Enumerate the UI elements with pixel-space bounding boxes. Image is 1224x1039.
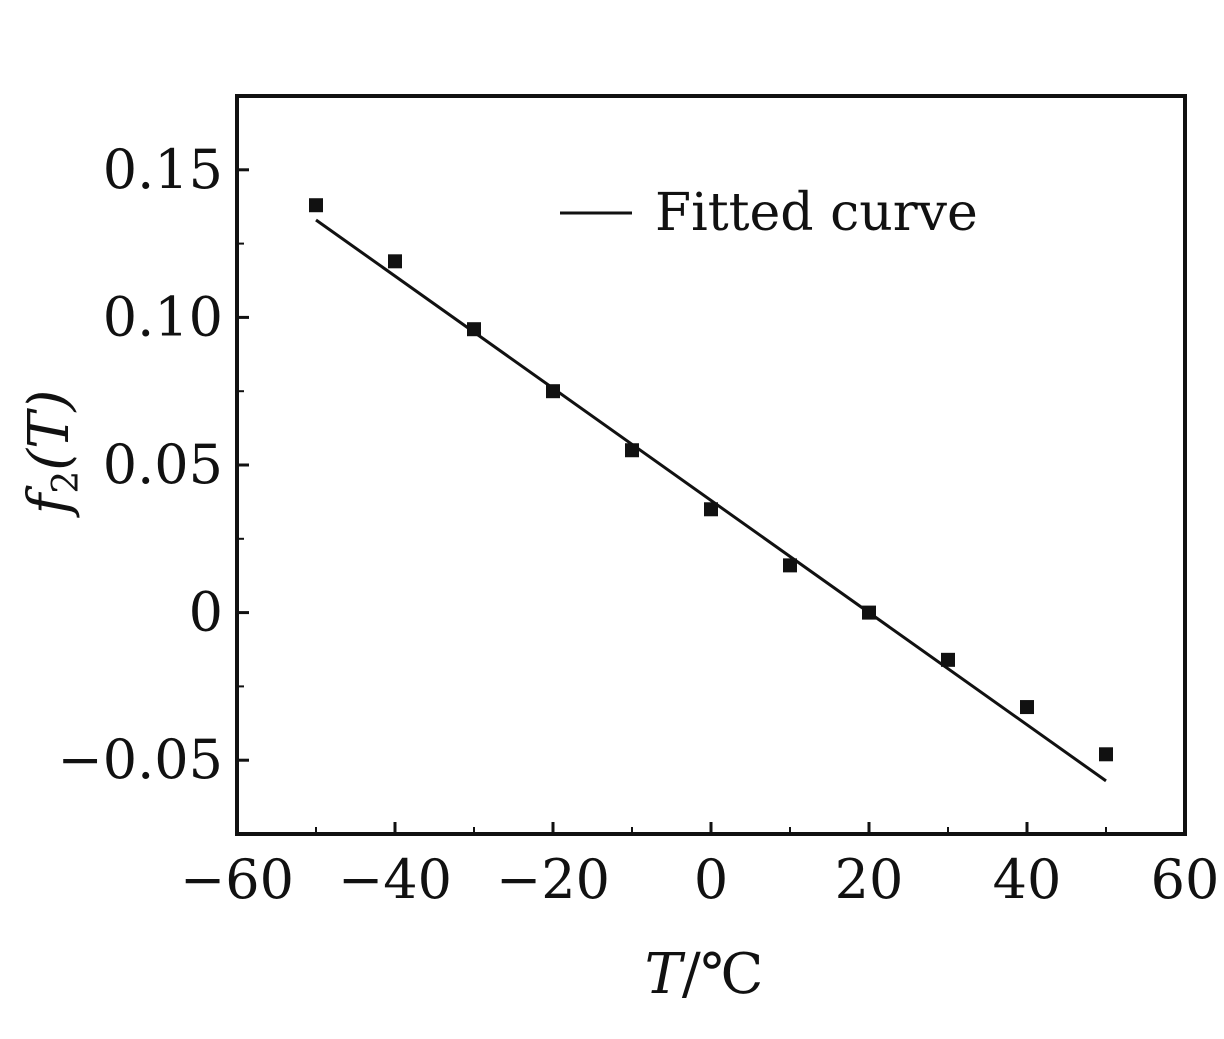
data-point xyxy=(467,322,481,337)
x-tick-label: −60 xyxy=(180,848,294,911)
legend: Fitted curve xyxy=(560,183,978,243)
data-point xyxy=(625,443,639,458)
x-tick-label: −20 xyxy=(496,848,610,911)
x-tick-label: 40 xyxy=(993,848,1062,911)
data-point xyxy=(1020,700,1034,715)
y-tick-label: 0.10 xyxy=(103,285,223,348)
x-axis-title: T/℃ xyxy=(645,942,764,1007)
y-tick-label: 0.05 xyxy=(103,433,223,496)
y-axis: −0.05 0 0.05 0.10 0.15 xyxy=(58,95,249,835)
legend-label-fitted-curve: Fitted curve xyxy=(655,183,978,243)
fitted-curve-series xyxy=(315,218,1107,783)
y-tick-label: 0 xyxy=(189,581,223,644)
data-point xyxy=(862,605,876,620)
data-point xyxy=(309,198,323,213)
y-axis-title-argument: (T) xyxy=(17,390,82,471)
fitted-curve-line xyxy=(315,218,1107,783)
x-axis-title-variable: T xyxy=(645,942,686,1007)
data-points-series xyxy=(309,198,1113,762)
x-tick-label: 0 xyxy=(694,848,728,911)
data-point xyxy=(941,652,955,667)
data-point xyxy=(783,558,797,573)
x-tick-label: −40 xyxy=(338,848,452,911)
data-point xyxy=(1099,747,1113,762)
y-axis-title-subscript: 2 xyxy=(46,471,87,494)
y-axis-title: f2(T) xyxy=(17,390,87,519)
data-point xyxy=(546,384,560,399)
x-axis: −60 −40 −20 0 20 40 60 xyxy=(180,822,1219,911)
data-point xyxy=(704,502,718,517)
x-tick-label: 60 xyxy=(1151,848,1220,911)
x-tick-label: 20 xyxy=(835,848,904,911)
x-axis-title-unit: /℃ xyxy=(682,942,764,1007)
y-tick-label: 0.15 xyxy=(103,138,223,201)
data-point xyxy=(388,254,402,269)
y-tick-label: −0.05 xyxy=(58,728,223,791)
